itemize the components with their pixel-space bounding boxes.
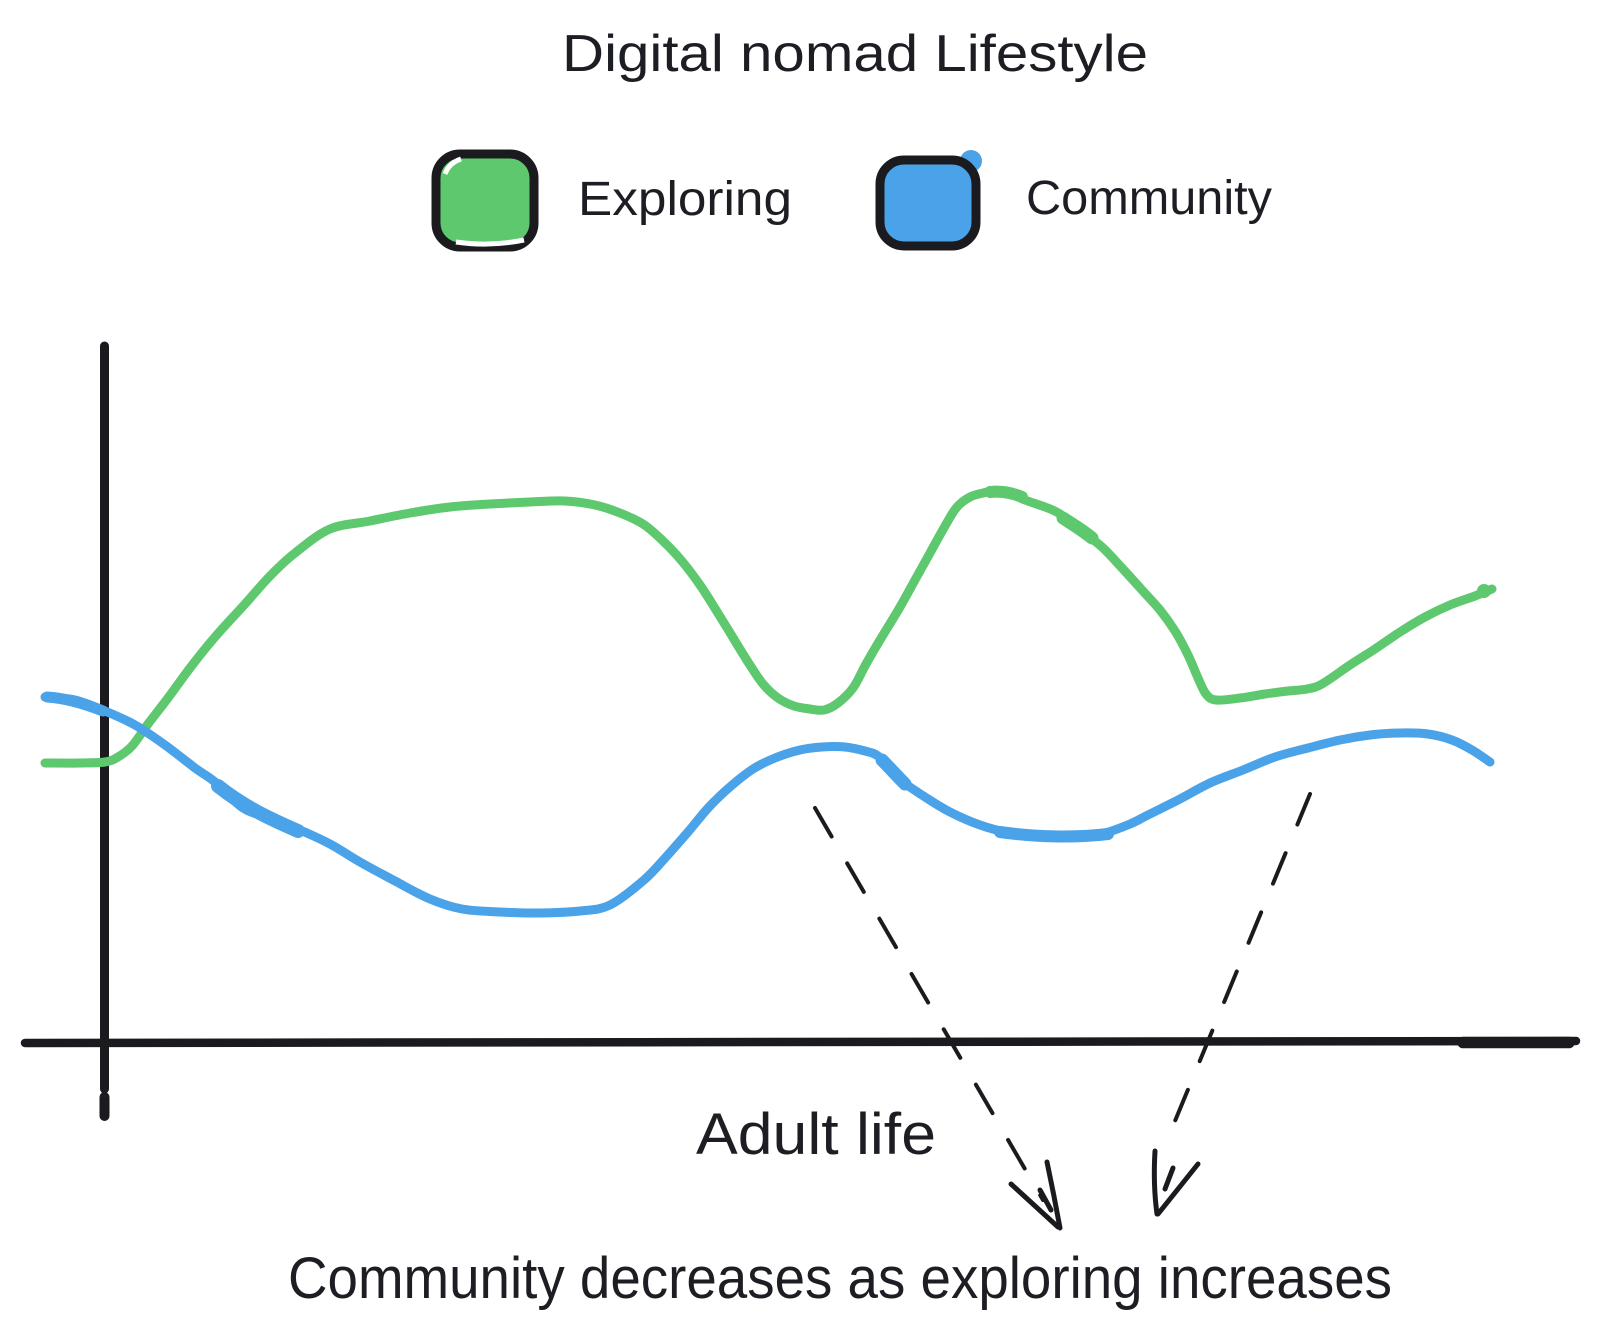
svg-text:Community: Community — [1026, 172, 1272, 225]
svg-text:Community decreases as explori: Community decreases as exploring increas… — [288, 1246, 1392, 1311]
svg-text:Adult life: Adult life — [696, 1102, 936, 1167]
svg-text:Exploring: Exploring — [578, 173, 792, 226]
svg-text:Digital nomad Lifestyle: Digital nomad Lifestyle — [562, 25, 1148, 83]
